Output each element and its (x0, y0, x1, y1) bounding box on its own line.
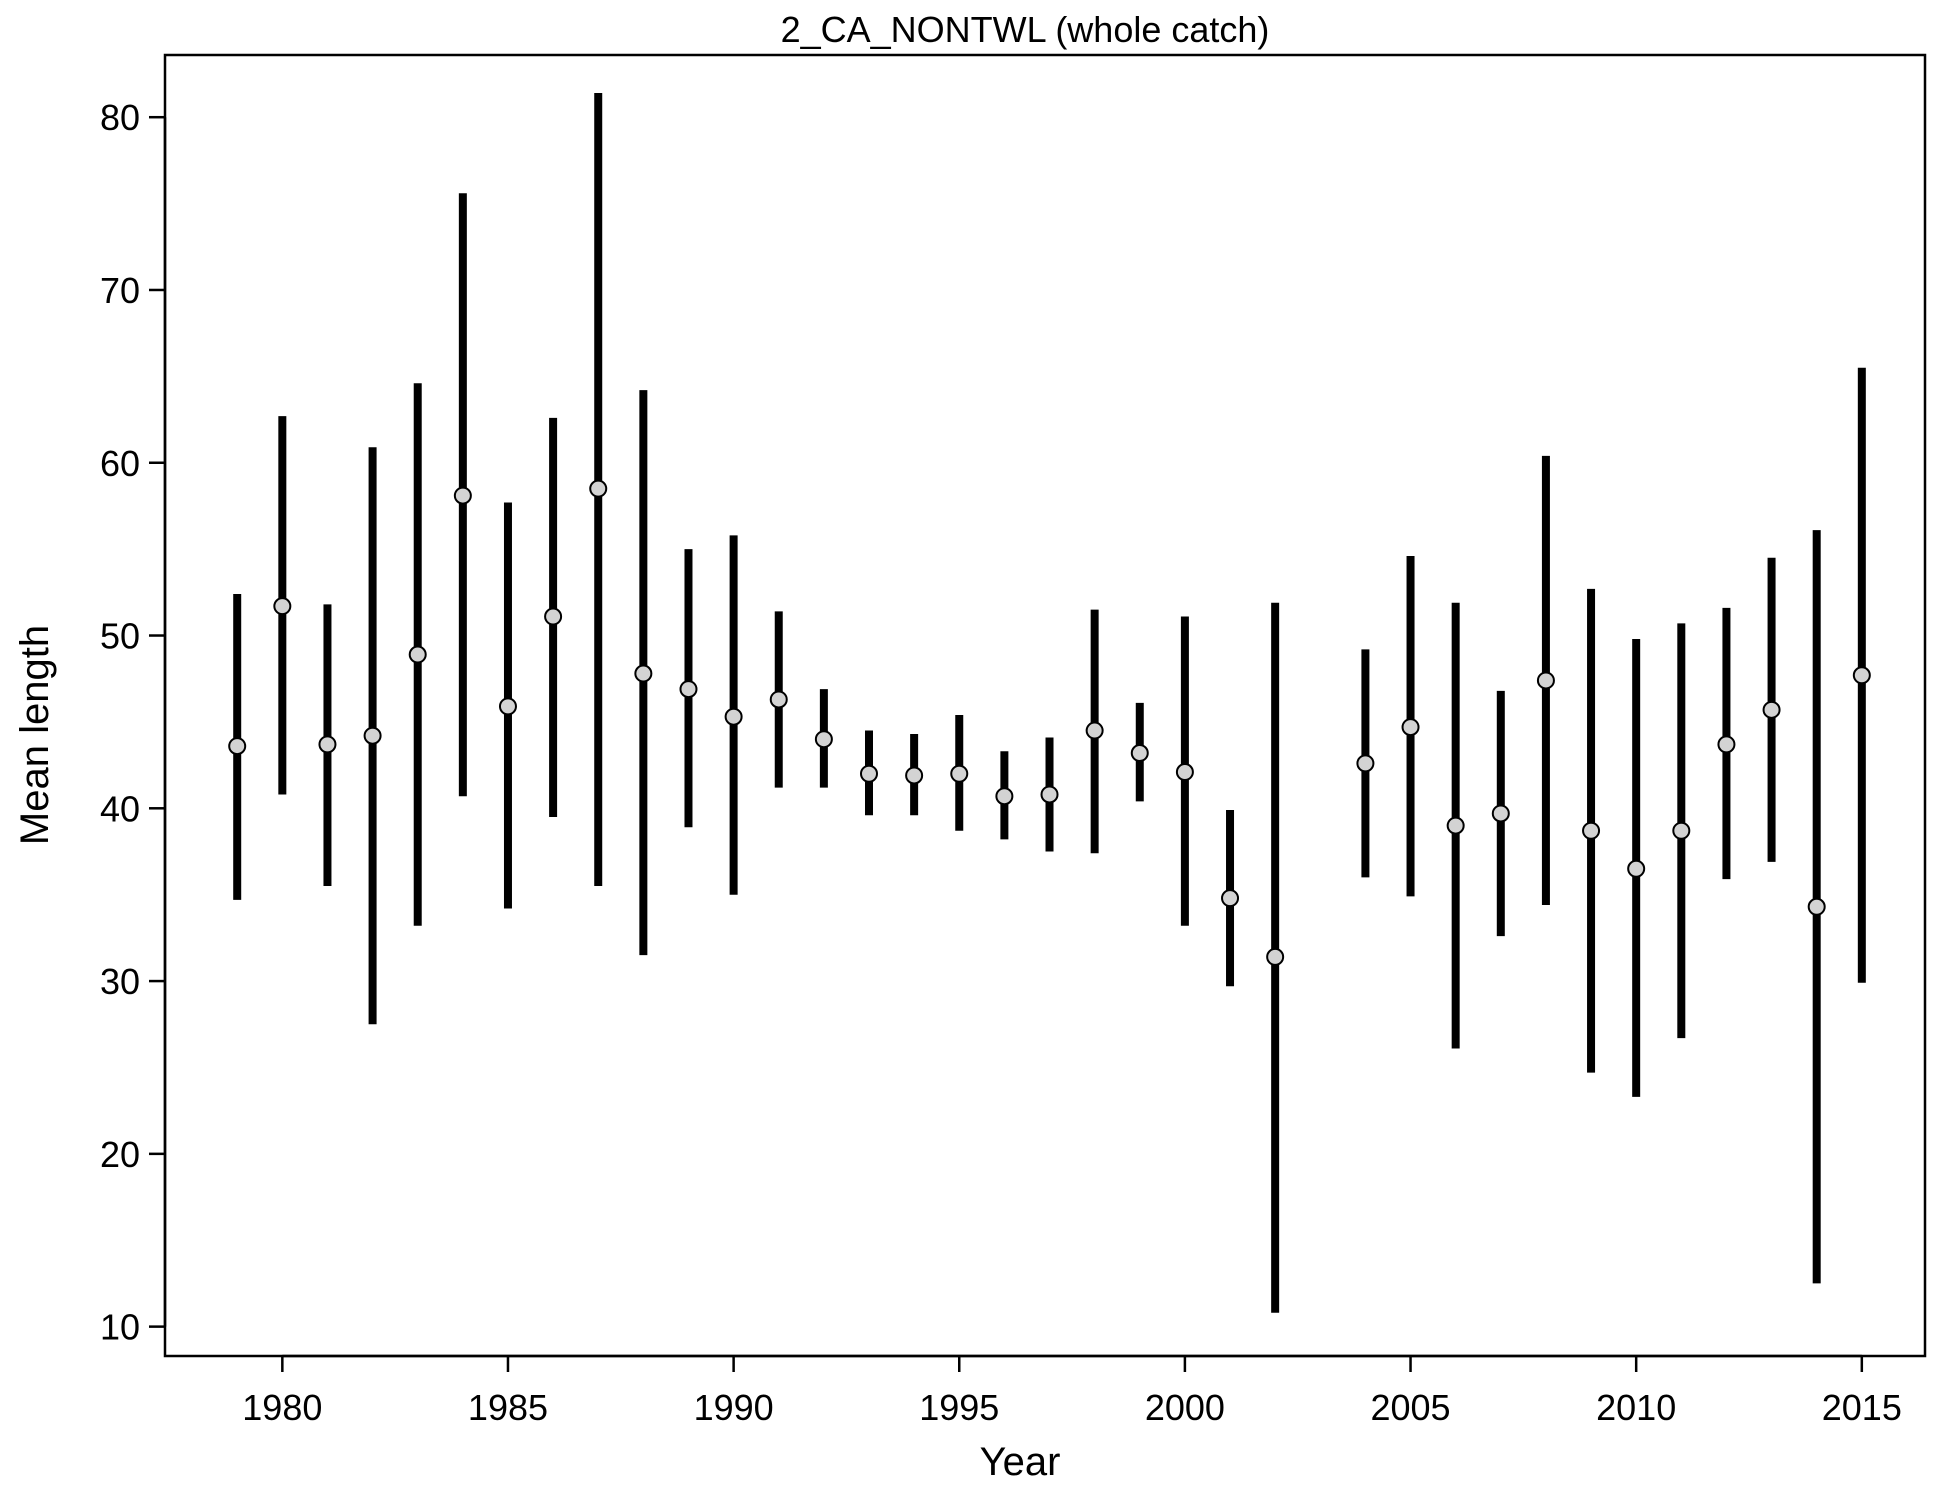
data-point (1491, 804, 1510, 823)
data-point (1762, 700, 1781, 719)
chart-title: 2_CA_NONTWL (whole catch) (781, 9, 1270, 50)
data-point (724, 707, 743, 726)
data-point (1401, 718, 1420, 737)
x-tick-label: 1995 (919, 1387, 999, 1428)
data-point (1266, 947, 1285, 966)
data-point (1446, 816, 1465, 835)
data-point (1221, 889, 1240, 908)
y-axis: 10 20 30 40 50 60 70 80 (100, 97, 167, 1348)
data-point (498, 697, 517, 716)
data-point (453, 486, 472, 505)
data-points (228, 479, 1871, 966)
y-tick-label: 70 (100, 270, 140, 311)
x-tick-label: 2000 (1145, 1387, 1225, 1428)
data-point (228, 737, 247, 756)
data-point (1536, 671, 1555, 690)
data-point (679, 680, 698, 699)
data-point (1085, 721, 1104, 740)
y-tick-label: 30 (100, 961, 140, 1002)
data-point (905, 766, 924, 785)
data-point (1627, 859, 1646, 878)
data-point (814, 730, 833, 749)
y-tick-label: 50 (100, 616, 140, 657)
data-point (1175, 763, 1194, 782)
data-point (1356, 754, 1375, 773)
x-axis-label: Year (980, 1440, 1061, 1484)
y-tick-label: 80 (100, 97, 140, 138)
data-point (544, 607, 563, 626)
data-point (1672, 821, 1691, 840)
data-point (273, 597, 292, 616)
error-bars (233, 93, 1866, 1313)
data-point (769, 690, 788, 709)
data-point (1807, 897, 1826, 916)
data-point (634, 664, 653, 683)
data-point (950, 764, 969, 783)
data-point (1852, 666, 1871, 685)
x-tick-label: 1990 (694, 1387, 774, 1428)
data-point (1130, 744, 1149, 763)
y-tick-label: 60 (100, 443, 140, 484)
data-point (995, 787, 1014, 806)
data-point (363, 726, 382, 745)
y-tick-label: 40 (100, 788, 140, 829)
y-tick-label: 10 (100, 1307, 140, 1348)
x-tick-label: 2005 (1370, 1387, 1450, 1428)
data-point (318, 735, 337, 754)
plot-frame (163, 53, 1927, 1358)
x-tick-label: 1985 (468, 1387, 548, 1428)
x-tick-label: 2015 (1822, 1387, 1902, 1428)
x-tick-label: 1980 (242, 1387, 322, 1428)
y-tick-label: 20 (100, 1134, 140, 1175)
data-point (589, 479, 608, 498)
x-tick-label: 2010 (1596, 1387, 1676, 1428)
data-point (1582, 821, 1601, 840)
data-point (408, 645, 427, 664)
data-point (1040, 785, 1059, 804)
data-point (1717, 735, 1736, 754)
x-axis: 1980 1985 1990 1995 2000 2005 2010 2015 (242, 1354, 1902, 1428)
data-point (860, 764, 878, 783)
y-axis-label: Mean length (13, 625, 57, 845)
